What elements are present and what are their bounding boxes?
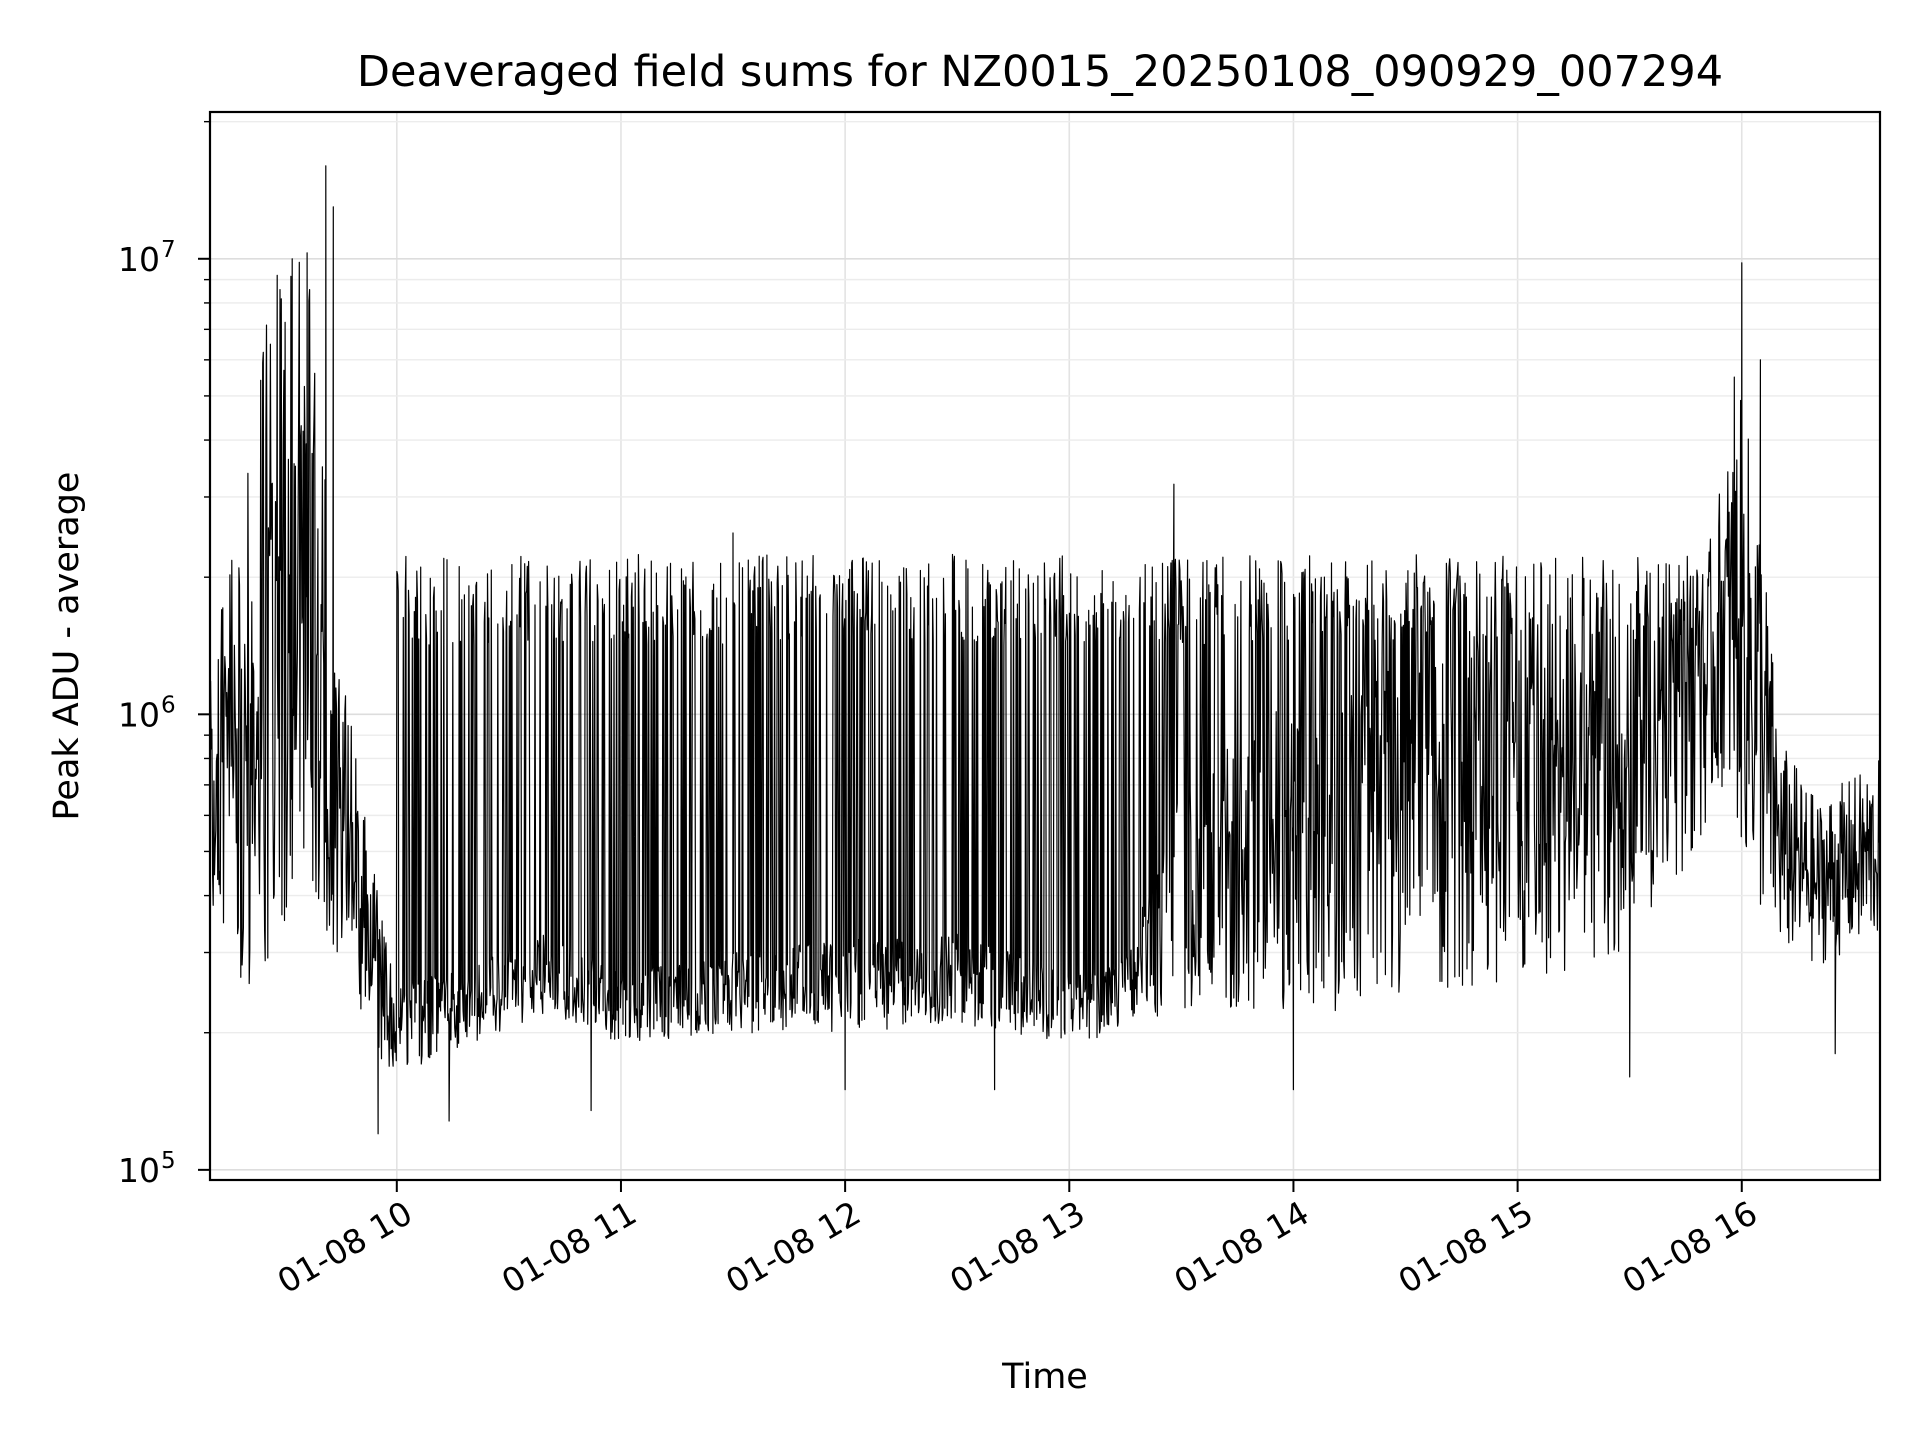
y-axis-label: Peak ADU - average [47,472,87,821]
series-path [209,165,1881,1135]
plot-area-frame [208,110,1882,1182]
y-tick-label-base: 10 [118,1151,160,1190]
y-tick-label-base: 10 [118,695,160,734]
y-tick-label: 10 5 [118,1148,176,1190]
y-tick-label-exponent: 6 [161,692,176,718]
x-axis-label: Time [1001,1357,1088,1397]
y-tick-label-exponent: 7 [161,237,176,263]
y-tick-label-exponent: 5 [161,1148,176,1174]
y-tick-label: 10 6 [118,692,176,734]
y-tick-label: 10 7 [118,237,176,279]
chart-title: Deaveraged field sums for NZ0015_2025010… [357,47,1723,97]
grid-lines [210,112,1880,1180]
series-line [209,165,1881,1135]
y-tick-label-base: 10 [118,240,160,279]
